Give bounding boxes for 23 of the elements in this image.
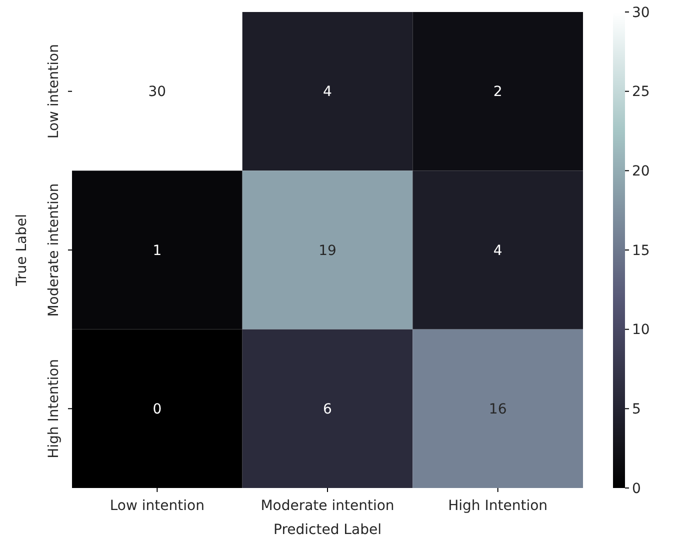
data-label: 2 bbox=[493, 84, 502, 100]
data-label: 4 bbox=[493, 242, 502, 259]
color-bar-label: 5 bbox=[632, 402, 641, 418]
data-label: 0 bbox=[152, 402, 162, 418]
color-bar-label: 25 bbox=[632, 84, 650, 100]
data-label: 16 bbox=[488, 402, 507, 418]
data-label: 6 bbox=[323, 402, 332, 418]
color-bar-label: 30 bbox=[632, 4, 650, 21]
color-bar-label: 0 bbox=[632, 480, 641, 497]
y-tick-label: Moderate intention bbox=[46, 183, 62, 317]
x-tick-label: Moderate intention bbox=[260, 498, 394, 514]
y-axis-title: True Label bbox=[14, 214, 30, 287]
y-tick-label: Low intention bbox=[46, 44, 62, 139]
color-bar-label: 20 bbox=[632, 164, 650, 180]
data-label: 30 bbox=[148, 84, 166, 100]
x-axis-title: Predicted Label bbox=[274, 522, 382, 538]
x-tick-label: High Intention bbox=[448, 498, 548, 514]
data-label: 4 bbox=[323, 84, 332, 100]
color-bar-label: 15 bbox=[632, 242, 650, 259]
color-bar-label: 10 bbox=[632, 322, 650, 338]
x-tick-label: Low intention bbox=[110, 498, 204, 514]
data-label: 1 bbox=[152, 242, 162, 259]
data-label: 19 bbox=[318, 242, 336, 259]
